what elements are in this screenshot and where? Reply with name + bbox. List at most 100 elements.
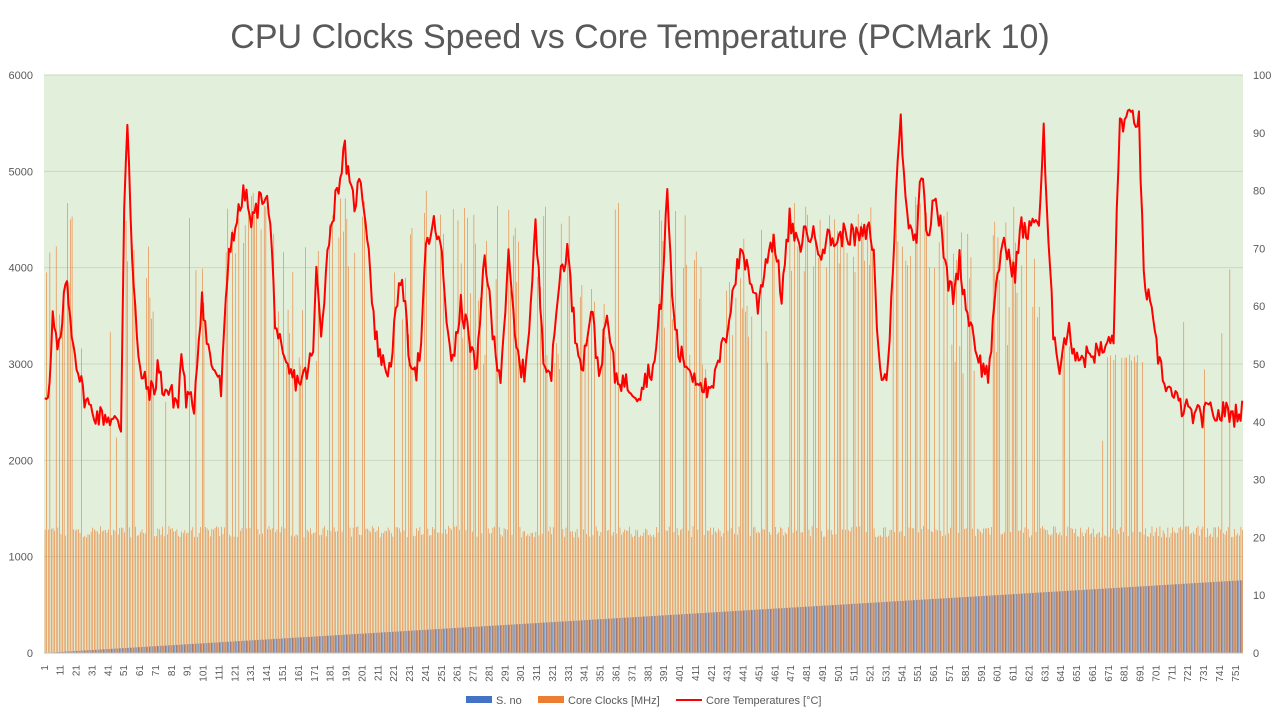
sno-bar xyxy=(318,636,320,653)
core-clock-bar xyxy=(606,530,608,653)
sno-bar xyxy=(261,639,263,653)
core-clock-bar xyxy=(899,532,900,653)
core-clock-bar xyxy=(973,370,975,653)
core-clock-bar xyxy=(870,207,872,653)
sno-bar xyxy=(420,630,422,653)
core-clock-bar xyxy=(676,528,678,653)
core-clock-bar xyxy=(533,537,535,653)
sno-bar xyxy=(534,623,536,653)
core-clock-bar xyxy=(203,302,205,653)
core-clock-bar xyxy=(554,362,556,653)
sno-bar xyxy=(112,648,114,653)
sno-bar xyxy=(727,611,728,653)
sno-bar xyxy=(860,603,862,653)
core-clock-bar xyxy=(819,219,821,653)
sno-bar xyxy=(1168,584,1170,653)
sno-bar xyxy=(604,618,606,653)
y-tick-label: 4000 xyxy=(9,263,33,275)
sno-bar xyxy=(169,645,171,653)
core-clock-bar xyxy=(70,219,71,653)
core-clock-bar xyxy=(86,537,87,653)
sno-bar xyxy=(804,606,806,653)
core-clock-bar xyxy=(916,204,918,653)
sno-bar xyxy=(368,633,369,653)
sno-bar xyxy=(781,608,782,653)
sno-bar xyxy=(106,649,107,653)
core-clock-bar xyxy=(984,528,986,653)
core-clock-bar xyxy=(827,529,829,653)
sno-bar xyxy=(496,625,498,653)
sno-bar xyxy=(592,619,593,653)
sno-bar xyxy=(703,612,704,653)
core-clock-bar xyxy=(565,527,567,653)
core-clock-bar xyxy=(802,532,803,653)
core-clock-bar xyxy=(317,251,319,653)
sno-bar xyxy=(1138,586,1139,653)
sno-bar xyxy=(438,629,439,653)
core-clock-bar xyxy=(675,211,676,653)
sno-bar xyxy=(129,647,131,653)
sno-bar xyxy=(1087,589,1089,653)
sno-bar xyxy=(776,608,777,653)
core-clock-bar xyxy=(516,282,518,653)
core-clock-bar xyxy=(1162,530,1164,653)
core-clock-bar xyxy=(195,270,197,653)
core-clock-bar xyxy=(662,241,664,653)
core-clock-bar xyxy=(348,266,349,653)
sno-bar xyxy=(480,626,482,653)
sno-bar xyxy=(415,630,417,653)
sno-bar xyxy=(280,638,282,653)
sno-bar xyxy=(330,635,331,653)
core-clock-bar xyxy=(1096,534,1097,653)
core-clock-bar xyxy=(1196,527,1197,653)
sno-bar xyxy=(79,650,80,653)
core-clock-bar xyxy=(354,252,356,654)
core-clock-bar xyxy=(1108,536,1110,653)
core-clock-bar xyxy=(665,530,667,653)
core-clock-bar xyxy=(551,534,552,653)
sno-bar xyxy=(970,596,971,653)
x-tick-label: 351 xyxy=(596,665,607,682)
sno-bar xyxy=(817,605,819,653)
sno-bar xyxy=(519,624,520,653)
x-tick-label: 611 xyxy=(1009,665,1020,681)
x-tick-label: 751 xyxy=(1231,665,1242,682)
sno-bar xyxy=(120,648,122,653)
core-clock-bar xyxy=(1189,534,1191,653)
sno-bar xyxy=(342,634,344,653)
sno-bar xyxy=(609,618,611,653)
core-clock-bar xyxy=(46,272,47,653)
sno-bar xyxy=(966,596,968,653)
sno-bar xyxy=(687,613,688,653)
x-tick-label: 281 xyxy=(484,665,495,682)
x-tick-label: 681 xyxy=(1120,665,1131,682)
sno-bar xyxy=(627,617,628,653)
sno-bar xyxy=(785,607,787,653)
core-clock-bar xyxy=(506,529,508,653)
core-clock-bar xyxy=(310,528,311,653)
sno-bar xyxy=(552,622,553,653)
core-clock-bar xyxy=(49,252,51,653)
sno-bar xyxy=(166,645,168,653)
core-clock-bar xyxy=(514,227,516,653)
core-clock-bar xyxy=(692,526,694,653)
core-clock-bar xyxy=(589,536,591,653)
sno-bar xyxy=(1001,594,1003,653)
core-clock-bar xyxy=(484,355,486,653)
sno-bar xyxy=(1139,586,1141,653)
core-clock-bar xyxy=(89,534,90,653)
core-clock-bar xyxy=(448,525,449,653)
core-clock-bar xyxy=(981,533,983,653)
sno-bar xyxy=(660,615,661,653)
core-clock-bar xyxy=(327,529,329,653)
sno-bar xyxy=(846,604,847,653)
legend-label: Core Clocks [MHz] xyxy=(568,695,660,707)
sno-bar xyxy=(607,618,609,653)
core-clock-bar xyxy=(441,533,443,653)
sno-bar xyxy=(433,629,434,653)
sno-bar xyxy=(1030,593,1031,653)
sno-bar xyxy=(426,629,428,653)
core-clock-bar xyxy=(702,364,703,653)
core-clock-bar xyxy=(751,316,753,653)
sno-bar xyxy=(885,601,887,653)
